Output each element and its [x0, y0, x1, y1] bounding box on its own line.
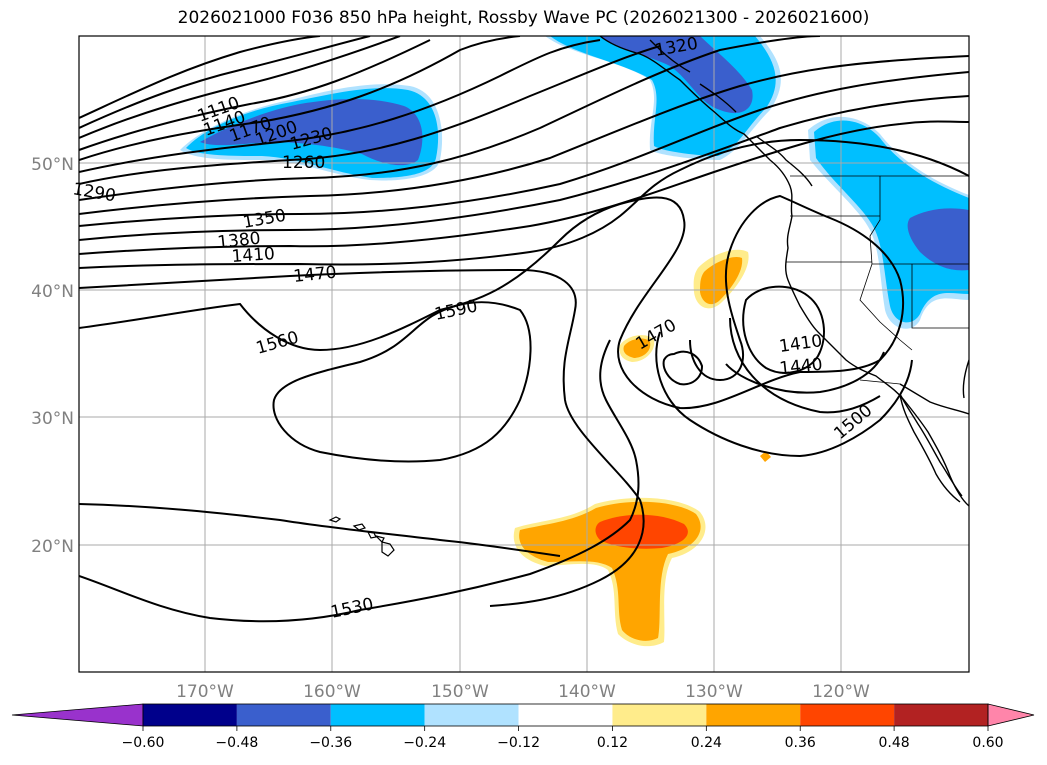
- map-frame: [78, 35, 970, 673]
- contour-label-1380: 1380: [216, 229, 261, 253]
- colorbar-outline: [142, 703, 989, 727]
- colorbar-swatch: [894, 704, 988, 726]
- colorbar-tick-label: −0.48: [215, 735, 258, 751]
- lon-label-120w: 120°W: [812, 682, 870, 702]
- colorbar-tick-label: 0.48: [879, 735, 910, 751]
- colorbar-tick-label: 0.12: [597, 735, 628, 751]
- colorbar-extend-max: [987, 703, 1035, 727]
- contour-label-1440: 1440: [778, 355, 823, 379]
- lat-label-30n: 30°N: [31, 409, 74, 429]
- colorbar-tick-label: −0.12: [497, 735, 540, 751]
- hawaii-islands: [328, 516, 395, 557]
- colorbar-swatch: [706, 704, 801, 726]
- lat-label-20n: 20°N: [31, 537, 74, 557]
- negative-anomaly-rockies-core: [907, 208, 969, 271]
- positive-anomaly-offshore: [700, 256, 743, 305]
- negative-anomaly-nw-core: [200, 99, 423, 166]
- negative-anomaly-rockies: [814, 120, 969, 323]
- map-title: 2026021000 F036 850 hPa height, Rossby W…: [177, 8, 870, 28]
- contour-label-1590: 1590: [433, 296, 479, 325]
- colorbar-tick-label: 0.36: [785, 735, 816, 751]
- coastlines: [599, 36, 969, 507]
- political-borders: [786, 175, 969, 385]
- lon-label-170w: 170°W: [176, 682, 234, 702]
- lon-label-140w: 140°W: [558, 682, 616, 702]
- colorbar-tick-label: −0.36: [309, 735, 352, 751]
- lat-label-50n: 50°N: [31, 155, 74, 175]
- anomaly-fill-layer: [180, 36, 969, 647]
- colorbar-tick-label: −0.60: [122, 735, 165, 751]
- colorbar-tick-label: −0.24: [403, 735, 446, 751]
- lon-axis-labels: 170°W 160°W 150°W 140°W 130°W 120°W: [176, 682, 870, 702]
- contour-label-1260: 1260: [282, 153, 325, 173]
- lon-label-130w: 130°W: [685, 682, 743, 702]
- colorbar-swatch: [612, 704, 707, 726]
- colorbar-tick-label: 0.60: [972, 735, 1003, 751]
- positive-anomaly-small: [623, 338, 651, 358]
- colorbar-swatch: [143, 704, 237, 726]
- colorbar-extend-min: [11, 703, 144, 727]
- colorbar-swatch: [330, 704, 425, 726]
- contour-label-1470: 1470: [292, 263, 337, 287]
- lat-label-40n: 40°N: [31, 282, 74, 302]
- colorbar: −0.60 −0.48 −0.36 −0.24 −0.12 0.12 0.24 0.36 0.4…: [11, 703, 1035, 751]
- lat-axis-labels: 50°N 40°N 30°N 20°N: [31, 155, 74, 557]
- colorbar-swatch: [800, 704, 895, 726]
- lon-label-160w: 160°W: [303, 682, 361, 702]
- contour-label-1530: 1530: [329, 594, 375, 623]
- colorbar-swatch: [518, 704, 613, 726]
- lon-label-150w: 150°W: [431, 682, 489, 702]
- contour-label-1290: 1290: [71, 179, 117, 206]
- colorbar-swatch: [424, 704, 519, 726]
- colorbar-tick-label: 0.24: [691, 735, 722, 751]
- colorbar-swatch: [236, 704, 331, 726]
- contour-label-1410: 1410: [231, 244, 276, 267]
- contour-label-1560: 1560: [254, 328, 301, 359]
- contour-label-1410-east: 1410: [778, 331, 824, 357]
- height-contours: [79, 36, 969, 623]
